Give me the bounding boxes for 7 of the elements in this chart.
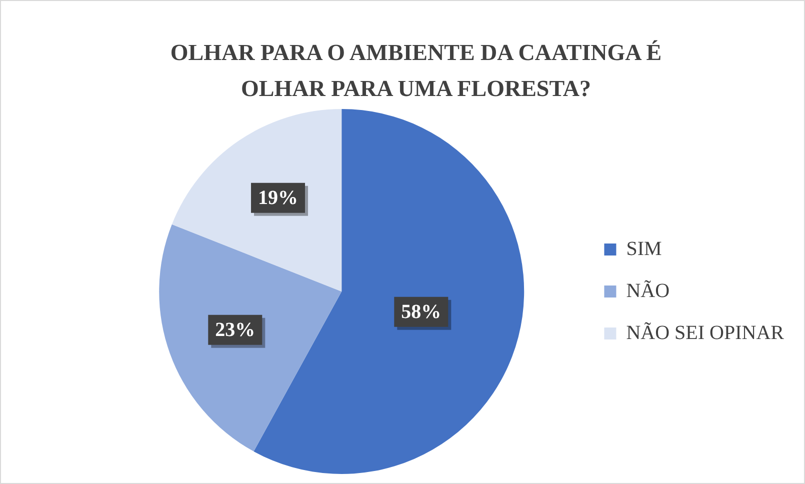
data-label: 58% (401, 301, 442, 324)
data-label: 23% (215, 319, 256, 341)
legend-label: NÃO (626, 280, 670, 302)
chart-title: OLHAR PARA O AMBIENTE DA CAATINGA É OLHAR PARA UMA FLORESTA? (169, 39, 663, 103)
data-label: 19% (258, 187, 298, 210)
legend-label: NÃO SEI OPINAR (626, 322, 785, 344)
legend-label: SIM (626, 238, 662, 260)
